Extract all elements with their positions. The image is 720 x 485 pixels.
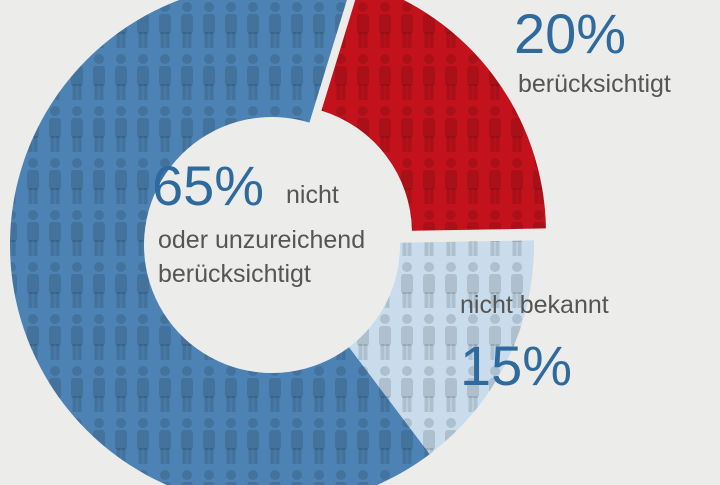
segment-label: nicht xyxy=(286,181,339,209)
value-label: 20% xyxy=(514,2,627,65)
segment-label: nicht bekannt xyxy=(460,291,609,319)
people-pattern xyxy=(321,0,546,231)
segment-label: oder unzureichend xyxy=(158,226,366,254)
segment-label: berücksichtigt xyxy=(158,260,311,288)
people-pattern xyxy=(10,0,430,485)
segment-label: berücksichtigt xyxy=(518,70,671,98)
value-label: 15% xyxy=(460,334,573,397)
people-pattern xyxy=(349,240,534,455)
value-label: 65% xyxy=(152,154,265,217)
